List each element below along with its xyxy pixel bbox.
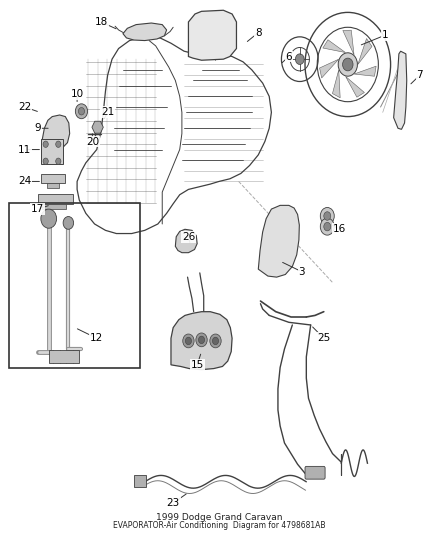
Polygon shape <box>171 312 232 369</box>
Text: 23: 23 <box>166 498 180 508</box>
Bar <box>46 182 59 188</box>
Text: 1: 1 <box>381 30 388 41</box>
Bar <box>38 194 73 204</box>
Circle shape <box>43 158 48 165</box>
Polygon shape <box>188 10 237 60</box>
Circle shape <box>43 141 48 148</box>
Circle shape <box>41 209 57 228</box>
Polygon shape <box>258 205 299 277</box>
Circle shape <box>185 337 191 345</box>
Polygon shape <box>320 59 339 78</box>
Text: 11: 11 <box>18 144 32 155</box>
Polygon shape <box>42 115 70 151</box>
Polygon shape <box>358 38 372 64</box>
Bar <box>41 139 63 165</box>
Circle shape <box>320 218 334 235</box>
Text: 25: 25 <box>317 333 330 343</box>
Circle shape <box>56 158 61 165</box>
Circle shape <box>75 104 88 119</box>
Text: 9: 9 <box>35 123 41 133</box>
Bar <box>41 174 65 182</box>
Circle shape <box>320 207 334 224</box>
Circle shape <box>338 53 357 76</box>
Polygon shape <box>346 76 364 97</box>
Bar <box>49 351 79 364</box>
Text: 7: 7 <box>417 70 423 80</box>
Polygon shape <box>323 40 346 53</box>
Circle shape <box>343 58 353 71</box>
Text: 15: 15 <box>191 360 204 370</box>
Polygon shape <box>354 66 376 76</box>
Circle shape <box>210 334 221 348</box>
Circle shape <box>198 336 205 344</box>
FancyBboxPatch shape <box>305 466 325 479</box>
Text: EVAPORATOR-Air Conditioning  Diagram for 4798681AB: EVAPORATOR-Air Conditioning Diagram for … <box>113 521 325 530</box>
Text: 24: 24 <box>18 176 32 187</box>
Circle shape <box>212 337 219 345</box>
Text: 10: 10 <box>71 88 84 99</box>
Text: 12: 12 <box>90 333 103 343</box>
Text: 1999 Dodge Grand Caravan: 1999 Dodge Grand Caravan <box>156 513 282 522</box>
Circle shape <box>63 216 74 229</box>
Circle shape <box>78 108 85 115</box>
Text: 8: 8 <box>255 28 261 38</box>
Bar <box>9 203 140 368</box>
Circle shape <box>56 141 61 148</box>
Polygon shape <box>343 30 354 55</box>
Polygon shape <box>394 51 407 130</box>
Polygon shape <box>332 70 340 98</box>
Circle shape <box>324 212 331 220</box>
Polygon shape <box>175 229 197 253</box>
Circle shape <box>324 222 331 231</box>
Text: 16: 16 <box>332 224 346 235</box>
Circle shape <box>196 333 207 347</box>
Bar <box>42 204 66 209</box>
Text: 22: 22 <box>18 102 32 112</box>
Circle shape <box>183 334 194 348</box>
Text: 26: 26 <box>182 232 195 243</box>
Text: 17: 17 <box>31 204 44 214</box>
Text: 21: 21 <box>101 107 114 117</box>
Text: 18: 18 <box>95 17 108 27</box>
Text: 6: 6 <box>286 52 292 61</box>
Polygon shape <box>92 121 103 133</box>
Polygon shape <box>123 23 166 41</box>
Text: 20: 20 <box>86 136 99 147</box>
Circle shape <box>295 54 304 64</box>
Text: 3: 3 <box>299 267 305 277</box>
Bar <box>134 475 146 487</box>
